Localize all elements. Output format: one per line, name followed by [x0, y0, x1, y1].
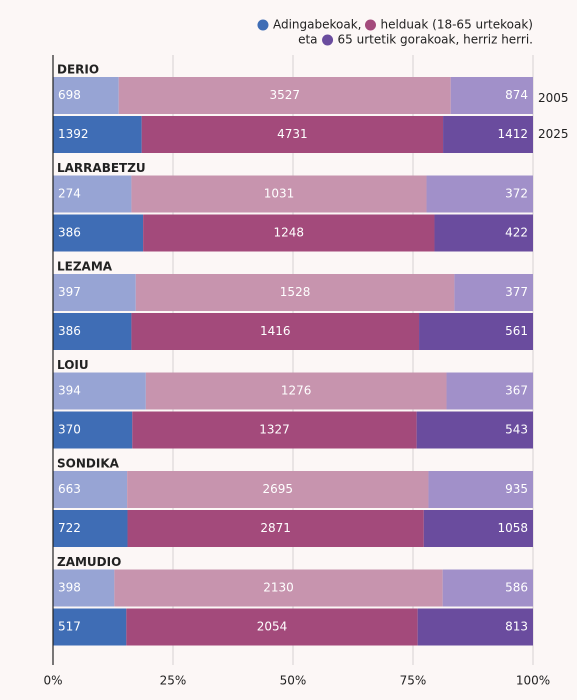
bar-segment: [53, 471, 128, 508]
bar-segment: [53, 608, 127, 646]
x-tick-label: 0%: [43, 674, 62, 688]
x-tick-label: 25%: [160, 674, 187, 688]
legend-label: helduak (18-65 urtekoak): [380, 18, 533, 32]
bar-segment: [53, 372, 146, 410]
bar-segment: [132, 411, 417, 449]
group-label: LARRABETZU: [57, 161, 146, 175]
bar-segment: [446, 372, 533, 410]
value-label: 398: [58, 581, 81, 595]
group-label: LOIU: [57, 358, 89, 372]
value-label: 1392: [58, 127, 89, 141]
year-label: 2005: [538, 91, 569, 105]
group-label: SONDIKA: [57, 457, 120, 471]
bar-segment: [141, 116, 444, 153]
legend-joiner: eta: [298, 33, 317, 47]
bar-segment: [428, 471, 533, 508]
value-label: 874: [505, 88, 528, 102]
value-label: 1031: [264, 187, 295, 201]
bar-segment: [127, 510, 424, 547]
bar-segment: [145, 372, 447, 410]
bar-segment: [442, 569, 533, 607]
value-label: 394: [58, 384, 81, 398]
bar-segment: [450, 77, 533, 114]
value-label: 377: [505, 285, 528, 299]
value-label: 813: [505, 620, 528, 634]
bar-segment: [53, 274, 136, 311]
value-label: 1416: [260, 324, 291, 338]
value-label: 2054: [257, 620, 288, 634]
value-label: 3527: [269, 88, 300, 102]
value-label: 397: [58, 285, 81, 299]
value-label: 586: [505, 581, 528, 595]
value-label: 370: [58, 423, 81, 437]
x-tick-label: 50%: [280, 674, 307, 688]
bar-segment: [127, 471, 429, 508]
value-label: 1276: [281, 384, 312, 398]
value-label: 386: [58, 324, 81, 338]
bar-segment: [53, 77, 119, 114]
x-tick-label: 100%: [516, 674, 550, 688]
value-label: 2695: [263, 482, 294, 496]
value-label: 367: [505, 384, 528, 398]
bar-segment: [423, 510, 533, 547]
bar-segment: [454, 274, 533, 311]
legend-swatch: [257, 19, 269, 31]
value-label: 386: [58, 226, 81, 240]
bar-segment: [53, 175, 132, 213]
value-label: 1058: [497, 521, 528, 535]
bar-segment: [53, 116, 142, 153]
value-label: 1412: [497, 127, 528, 141]
bar-segment: [419, 313, 533, 350]
bar-segment: [417, 608, 533, 646]
bar-segment: [114, 569, 443, 607]
bar-segment: [53, 411, 133, 449]
bar-segment: [126, 608, 418, 646]
value-label: 4731: [277, 127, 308, 141]
bar-segment: [118, 77, 451, 114]
value-label: 274: [58, 187, 81, 201]
value-label: 422: [505, 226, 528, 240]
group-label: DERIO: [57, 63, 99, 77]
value-label: 2130: [263, 581, 294, 595]
legend-label: Adingabekoak,: [273, 18, 362, 32]
value-label: 722: [58, 521, 81, 535]
bar-segment: [143, 214, 435, 252]
year-label: 2025: [538, 127, 569, 141]
value-label: 1327: [259, 423, 290, 437]
value-label: 372: [505, 187, 528, 201]
value-label: 2871: [260, 521, 291, 535]
value-label: 698: [58, 88, 81, 102]
legend-label: 65 urtetik gorakoak, herriz herri.: [338, 33, 533, 47]
bar-segment: [131, 313, 420, 350]
bar-segment: [53, 214, 144, 252]
bar-segment: [434, 214, 533, 252]
legend-swatch: [364, 19, 376, 31]
value-label: 663: [58, 482, 81, 496]
group-label: LEZAMA: [57, 260, 113, 274]
bar-segment: [443, 116, 533, 153]
bar-segment: [426, 175, 533, 213]
value-label: 935: [505, 482, 528, 496]
bar-segment: [416, 411, 533, 449]
bar-segment: [135, 274, 455, 311]
value-label: 1528: [280, 285, 311, 299]
x-tick-label: 75%: [400, 674, 427, 688]
bar-segment: [53, 510, 128, 547]
bar-segment: [131, 175, 427, 213]
legend-swatch: [322, 34, 334, 46]
bar-segment: [53, 313, 132, 350]
value-label: 1248: [274, 226, 305, 240]
value-label: 543: [505, 423, 528, 437]
group-label: ZAMUDIO: [57, 555, 121, 569]
value-label: 517: [58, 620, 81, 634]
value-label: 561: [505, 324, 528, 338]
bar-segment: [53, 569, 115, 607]
